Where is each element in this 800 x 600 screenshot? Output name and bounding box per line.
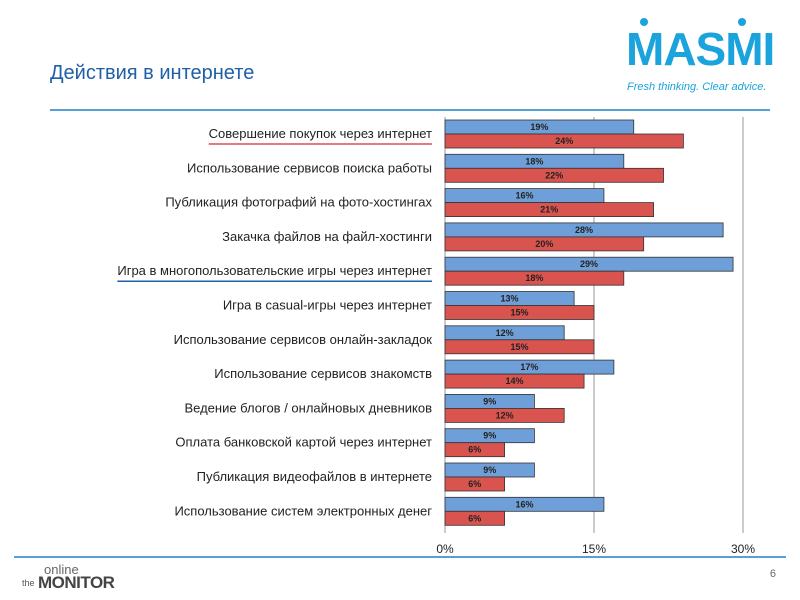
bar-value-label: 6% xyxy=(468,445,481,455)
category-label: Ведение блогов / онлайновых дневников xyxy=(184,400,432,415)
logo-wordmark: MASMI xyxy=(626,23,775,75)
bar-value-label: 28% xyxy=(575,225,593,235)
logo-tagline: Fresh thinking. Clear advice. xyxy=(627,81,767,93)
category-label: Использование сервисов поиска работы xyxy=(187,160,432,175)
title-divider xyxy=(50,109,770,111)
bar-value-label: 12% xyxy=(496,410,514,420)
bar-value-label: 14% xyxy=(506,376,524,386)
bar-series-2 xyxy=(444,133,684,149)
bar-value-label: 9% xyxy=(483,396,496,406)
category-label: Использование сервисов онлайн-закладок xyxy=(174,332,433,347)
bar-value-label: 13% xyxy=(501,294,519,304)
logo-the-text: the xyxy=(22,578,35,588)
bar-series-1 xyxy=(444,496,605,512)
bar-value-label: 29% xyxy=(580,259,598,269)
page-number: 6 xyxy=(769,568,776,580)
bar-value-label: 15% xyxy=(510,308,528,318)
bar-value-label: 9% xyxy=(483,465,496,475)
chart-category-labels: Совершение покупок через интернет Использ… xyxy=(117,126,432,518)
bar-value-label: 17% xyxy=(520,362,538,372)
bar-series-2 xyxy=(444,305,595,320)
bar-value-label: 19% xyxy=(530,122,548,132)
bar-value-label: 16% xyxy=(515,499,533,509)
bar-value-label: 6% xyxy=(468,513,481,523)
bar-value-label: 9% xyxy=(483,431,496,441)
bar-value-label: 21% xyxy=(540,205,558,215)
bar-series-2 xyxy=(444,339,595,355)
bar-series-2 xyxy=(444,270,625,286)
category-label: Совершение покупок через интернет xyxy=(209,126,432,141)
footer-divider xyxy=(14,556,786,558)
bar-series-2 xyxy=(444,202,655,218)
logo-monitor-text: MONITOR xyxy=(38,573,115,592)
category-label: Публикация фотографий на фото-хостингах xyxy=(165,195,432,210)
bar-value-label: 20% xyxy=(535,239,553,249)
bar-series-2 xyxy=(444,510,505,526)
x-tick-label: 30% xyxy=(731,542,755,556)
bar-value-label: 12% xyxy=(496,328,514,338)
masmi-logo: MASMI Fresh thinking. Clear advice. xyxy=(626,18,775,100)
category-label: Оплата банковской картой через интернет xyxy=(175,435,432,450)
category-label: Использование сервисов знакомств xyxy=(214,366,432,381)
chart-bars: 19%24%18%22%16%21%28%20%29%18%13%15%12%1… xyxy=(444,119,734,526)
category-label: Игра в casual-игры через интернет xyxy=(223,298,432,313)
bar-value-label: 18% xyxy=(525,273,543,283)
category-label: Публикация видеофайлов в интернете xyxy=(197,469,432,484)
logo-online-text: online xyxy=(44,562,79,577)
bar-series-2 xyxy=(444,442,505,458)
bar-series-2 xyxy=(444,236,645,252)
bar-value-label: 16% xyxy=(515,191,533,201)
x-tick-label: 15% xyxy=(582,542,606,556)
online-monitor-logo: online the MONITOR xyxy=(22,562,122,596)
bar-series-2 xyxy=(444,373,585,389)
logo-dot-2 xyxy=(738,18,746,26)
chart-x-axis: 0% 15% 30% xyxy=(436,542,755,556)
bar-value-label: 18% xyxy=(525,156,543,166)
bar-value-label: 15% xyxy=(510,342,528,352)
page-title: Действия в интернете xyxy=(50,62,255,84)
logo-dot-1 xyxy=(640,18,648,26)
x-tick-label: 0% xyxy=(436,542,454,556)
category-label: Использование систем электронных денег xyxy=(174,503,432,518)
bar-series-2 xyxy=(444,167,664,183)
bar-value-label: 6% xyxy=(468,479,481,489)
category-label: Игра в многопользовательские игры через … xyxy=(117,263,432,278)
category-label: Закачка файлов на файл-хостинги xyxy=(222,229,432,244)
bar-series-2 xyxy=(444,476,505,492)
bar-value-label: 24% xyxy=(555,136,573,146)
bar-series-2 xyxy=(444,407,565,423)
bar-value-label: 22% xyxy=(545,170,563,180)
